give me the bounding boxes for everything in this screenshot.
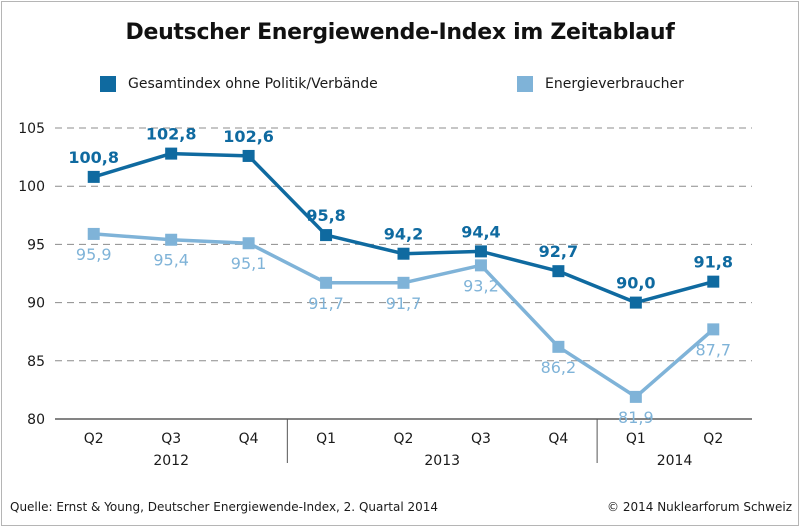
x-tick-label: Q1 bbox=[316, 431, 336, 447]
y-tick-label: 85 bbox=[27, 354, 45, 370]
legend-item-energieverbraucher: Energieverbraucher bbox=[517, 76, 684, 92]
legend-swatch-gesamtindex bbox=[100, 76, 116, 92]
data-point-marker bbox=[707, 323, 720, 336]
data-label: 90,0 bbox=[616, 274, 655, 293]
data-point-marker bbox=[320, 229, 333, 242]
data-label: 102,8 bbox=[146, 125, 197, 144]
y-tick-label: 105 bbox=[18, 121, 45, 137]
y-tick-label: 95 bbox=[27, 237, 45, 253]
year-label: 2014 bbox=[657, 453, 693, 469]
data-label: 102,6 bbox=[223, 127, 274, 146]
copyright-note: © 2014 Nuklearforum Schweiz bbox=[607, 500, 792, 514]
data-label: 91,8 bbox=[694, 253, 733, 272]
data-label: 100,8 bbox=[68, 148, 119, 167]
x-tick-label: Q4 bbox=[239, 431, 259, 447]
data-label: 91,7 bbox=[308, 294, 344, 313]
data-point-marker bbox=[242, 237, 255, 250]
data-point-marker bbox=[242, 149, 255, 162]
data-point-marker bbox=[87, 170, 100, 183]
y-tick-label: 100 bbox=[18, 179, 45, 195]
y-tick-label: 80 bbox=[27, 412, 45, 428]
legend-swatch-energieverbraucher bbox=[517, 76, 533, 92]
data-label: 95,8 bbox=[306, 206, 345, 225]
data-label: 81,9 bbox=[618, 408, 654, 427]
year-label: 2012 bbox=[153, 453, 189, 469]
data-label: 86,2 bbox=[541, 358, 577, 377]
data-label: 92,7 bbox=[539, 242, 578, 261]
x-tick-label: Q2 bbox=[394, 431, 414, 447]
data-point-marker bbox=[320, 276, 333, 289]
data-label: 95,9 bbox=[76, 245, 112, 264]
data-point-marker bbox=[707, 275, 720, 288]
data-point-marker bbox=[397, 247, 410, 260]
x-tick-label: Q1 bbox=[626, 431, 646, 447]
data-point-marker bbox=[474, 259, 487, 272]
data-label: 94,2 bbox=[384, 225, 423, 244]
x-tick-label: Q2 bbox=[84, 431, 104, 447]
legend-label-gesamtindex: Gesamtindex ohne Politik/Verbände bbox=[128, 76, 378, 92]
data-label: 95,4 bbox=[153, 251, 189, 270]
data-label: 91,7 bbox=[386, 294, 422, 313]
legend-label-energieverbraucher: Energieverbraucher bbox=[545, 76, 684, 92]
source-note: Quelle: Ernst & Young, Deutscher Energie… bbox=[10, 500, 439, 514]
data-point-marker bbox=[474, 245, 487, 258]
x-tick-label: Q4 bbox=[548, 431, 568, 447]
data-label: 93,2 bbox=[463, 276, 499, 295]
legend-item-gesamtindex: Gesamtindex ohne Politik/Verbände bbox=[100, 76, 378, 92]
data-label: 94,4 bbox=[461, 222, 500, 241]
data-point-marker bbox=[552, 265, 565, 278]
x-tick-label: Q2 bbox=[703, 431, 723, 447]
data-point-marker bbox=[165, 147, 178, 160]
x-tick-label: Q3 bbox=[161, 431, 181, 447]
x-tick-label: Q3 bbox=[471, 431, 491, 447]
chart-title: Deutscher Energiewende-Index im Zeitabla… bbox=[125, 20, 675, 45]
data-point-marker bbox=[165, 233, 178, 246]
year-label: 2013 bbox=[424, 453, 460, 469]
data-point-marker bbox=[552, 340, 565, 353]
data-label: 87,7 bbox=[695, 340, 731, 359]
data-point-marker bbox=[87, 227, 100, 240]
data-point-marker bbox=[629, 296, 642, 309]
data-point-marker bbox=[629, 390, 642, 403]
data-label: 95,1 bbox=[231, 254, 267, 273]
y-tick-label: 90 bbox=[27, 296, 45, 312]
data-point-marker bbox=[397, 276, 410, 289]
